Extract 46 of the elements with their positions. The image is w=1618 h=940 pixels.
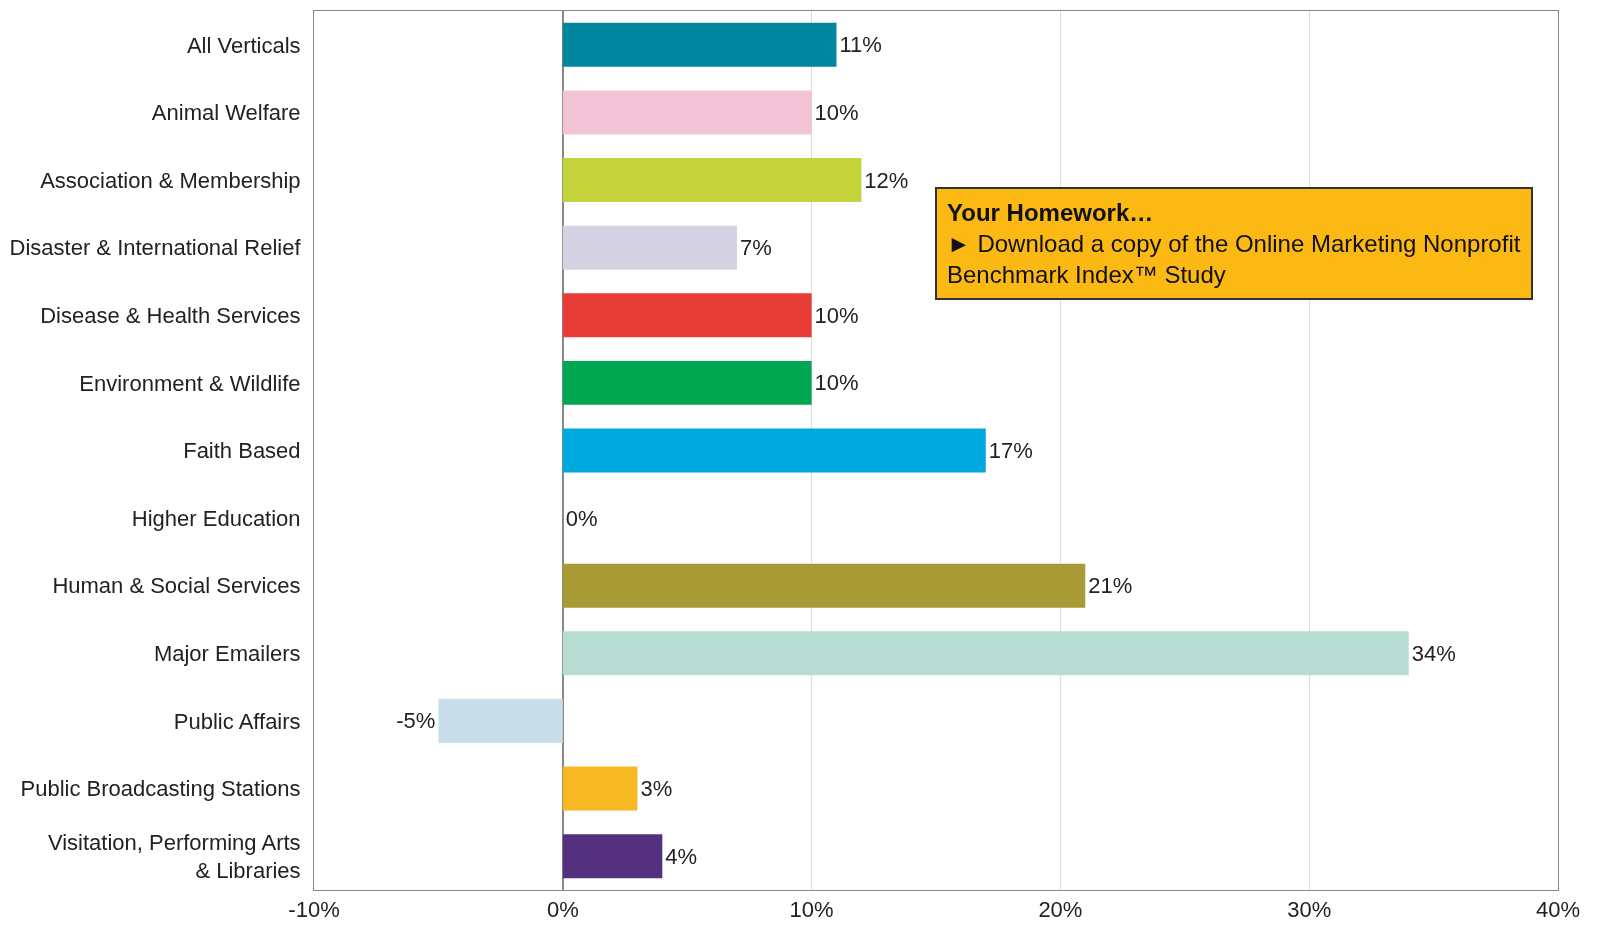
data-label: -5% [396,708,436,734]
data-label: 0% [565,505,598,531]
bar [562,766,638,811]
bar [562,360,812,405]
bar [562,834,663,879]
y-tick-label: Visitation, Performing Arts & Libraries [47,829,301,884]
annotation: ► Download a copy of the Online Marketing Nonprofit Benchmark Index™ Study [947,230,1521,289]
bar [562,428,986,473]
y-tick-label: Disease & Health Services [40,302,301,328]
y-tick-label: Major Emailers [153,641,301,667]
x-tick-label: 10% [789,897,834,923]
y-tick-label: Faith Based [183,438,301,464]
data-label: 17% [988,438,1033,464]
y-tick-label: Public Broadcasting Stations [20,776,301,802]
data-label: 7% [739,235,772,261]
bar [438,698,563,743]
y-tick-label: Association & Membership [40,167,301,193]
bar [562,158,862,203]
data-label: 10% [814,302,859,328]
data-label: 34% [1411,640,1456,666]
bar [562,90,812,135]
x-tick-label: 0% [546,897,579,923]
x-tick-label: -10% [288,897,340,923]
x-tick-label: 40% [1535,897,1581,923]
y-tick-label: Higher Education [131,505,301,531]
annotation: Your Homework… [947,199,1154,226]
y-tick-label: Human & Social Services [52,573,301,599]
x-tick-label: 20% [1038,897,1083,923]
data-label: 11% [839,32,882,58]
data-label: 4% [665,843,698,869]
data-label: 3% [640,776,673,802]
bar [562,631,1409,676]
data-label: 21% [1088,573,1133,599]
y-tick-label: Public Affairs [173,708,301,734]
y-tick-label: Animal Welfare [151,100,301,126]
bar [562,225,737,270]
y-tick-label: All Verticals [186,32,301,58]
data-label: 12% [864,167,909,193]
bar [562,563,1086,608]
y-tick-label: Environment & Wildlife [79,370,301,396]
bar [562,22,837,67]
x-tick-label: 30% [1287,897,1332,923]
data-label: 10% [814,370,859,396]
y-tick-label: Disaster & International Relief [9,235,302,261]
bar [562,293,812,338]
data-label: 10% [814,99,859,125]
